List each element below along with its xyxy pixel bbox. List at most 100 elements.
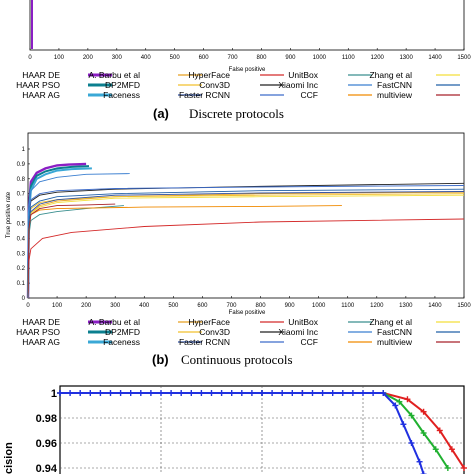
panel-b-frame	[27, 132, 465, 299]
panel-b-x-tick-label: 1100	[341, 303, 355, 309]
panel-a-x-tick-label: 100	[54, 55, 65, 61]
panel-a-caption: (a) Discrete protocols	[153, 106, 284, 121]
panel-b-y-tick-label: 0.3	[17, 251, 26, 257]
panel-a-legend-label: DP2MFD	[105, 80, 140, 90]
panel-b-legend-label: Xiaomi Inc	[278, 327, 318, 337]
panel-c-series-green	[60, 392, 449, 469]
panel-a-x-tick-label: 1400	[428, 55, 442, 61]
panel-a-legend-label: CCF	[301, 90, 318, 100]
panel-b-legend-label: Faceness	[103, 337, 140, 347]
panel-c-y-tick-label: 0.98	[36, 413, 57, 425]
panel-b-y-tick-label: 0.5	[17, 222, 26, 228]
series-line-fastcnn	[27, 188, 465, 299]
panel-a-legend-label: multiview	[377, 90, 413, 100]
panel-a-caption-text: Discrete protocols	[189, 106, 284, 121]
panel-a-x-tick-label: 600	[199, 55, 210, 61]
panel-b-legend-label: Faster RCNN	[179, 337, 230, 347]
panel-a-x-ticks: 0 100 200 300 400 500 600 700 800 900 1000 1100 1200…	[28, 48, 471, 61]
panel-b-legend-label: DP2MFD	[105, 327, 140, 337]
panel-b-xlabel: False positive	[229, 310, 266, 316]
panel-b-caption-label: (b)	[152, 352, 169, 367]
panel-b-legend-label: HAAR DE	[22, 317, 60, 327]
panel-a-legend-label: HAAR PSO	[16, 80, 60, 90]
panel-b-x-tick-label: 100	[52, 303, 63, 309]
panel-c-y-ticks: 1 0.98 0.96 0.94	[36, 388, 58, 474]
panel-b-y-tick-label: 1	[22, 147, 26, 153]
panel-a-x-tick-label: 400	[141, 55, 152, 61]
panel-b-legend-label: A. Barbu et al	[88, 317, 140, 327]
panel-a-x-tick-label: 800	[256, 55, 267, 61]
panel-b-x-tick-label: 1300	[399, 303, 413, 309]
panel-a-caption-label: (a)	[153, 106, 169, 121]
series-line-ccf	[27, 205, 342, 299]
panel-c-y-tick-label: 0.96	[36, 438, 57, 450]
panel-b-chart: 0 0.1 0.2 0.3 0.4 0.5 0.6 0.7 0.8 0.9 1 0 100 200 300…	[6, 132, 471, 316]
panel-b-caption-text: Continuous protocols	[181, 352, 293, 367]
panel-a-legend-label: Zhang et al	[369, 70, 412, 80]
panel-b-legend-label: FastCNN	[377, 327, 412, 337]
panel-b-series	[26, 162, 465, 299]
panel-b-caption: (b) Continuous protocols	[152, 352, 293, 367]
panel-b-x-tick-label: 500	[168, 303, 179, 309]
panel-a-x-tick-label: 700	[228, 55, 239, 61]
panel-b-y-tick-label: 0.9	[17, 162, 26, 168]
series-line-haar-ag	[27, 167, 92, 299]
panel-a-x-tick-label: 1500	[457, 55, 471, 61]
panel-b-y-tick-label: 0.6	[17, 207, 26, 213]
panel-b-y-tick-label: 0	[22, 296, 26, 302]
panel-b-legend-label: CCF	[301, 337, 318, 347]
panel-a-legend-label: Faster RCNN	[179, 90, 230, 100]
panel-b-x-tick-label: 1500	[457, 303, 471, 309]
panel-b-ylabel: True positive rate	[6, 191, 12, 238]
panel-b-legend-label: UnitBox	[288, 317, 319, 327]
panel-b-x-tick-label: 1200	[370, 303, 384, 309]
panel-a-legend-label: A. Barbu et al	[88, 70, 140, 80]
panel-b-legend-label: HAAR AG	[22, 337, 60, 347]
panel-b-legend-label: multiview	[377, 337, 413, 347]
panel-c-ylabel: cision	[3, 442, 15, 474]
series-line-zhang-et-al	[27, 194, 465, 299]
panel-a-x-tick-label: 1300	[399, 55, 413, 61]
panel-b-x-tick-label: 1000	[312, 303, 326, 309]
panel-a-legend-label: HAAR DE	[22, 70, 60, 80]
panel-a-legend-label: UnitBox	[288, 70, 319, 80]
panel-b-x-tick-label: 700	[226, 303, 237, 309]
panel-b-y-tick-label: 0.4	[17, 236, 26, 242]
panel-b-y-tick-label: 0.2	[17, 266, 26, 272]
panel-c-y-tick-label: 0.94	[36, 463, 58, 474]
panel-a-legend-label: Faceness	[103, 90, 140, 100]
panel-b-x-tick-label: 300	[110, 303, 121, 309]
series-line-hyperface	[27, 218, 465, 299]
panel-b-x-tick-label: 900	[285, 303, 296, 309]
panel-a-chart: 0 100 200 300 400 500 600 700 800 900 1000 1100 1200…	[28, 0, 471, 73]
panel-a-legend-label: Xiaomi Inc	[278, 80, 318, 90]
panel-a-x-tick-label: 1000	[313, 55, 327, 61]
panel-b-y-tick-label: 0.1	[17, 281, 26, 287]
panel-b-y-tick-label: 0.7	[17, 192, 26, 198]
series-line-faceness	[27, 191, 465, 299]
panel-b-x-tick-label: 0	[26, 303, 30, 309]
series-line-dp2mfd	[27, 193, 465, 299]
panel-b-y-tick-label: 0.8	[17, 177, 26, 183]
series-line-haar-de	[26, 162, 87, 299]
panel-a-xlabel: False positive	[229, 67, 266, 73]
panel-a-legend-label: Conv3D	[199, 80, 230, 90]
panel-b-x-tick-label: 200	[81, 303, 92, 309]
panel-b-legend-label: Zhang et al	[369, 317, 412, 327]
series-line-conv3d	[27, 182, 465, 299]
panel-a-x-tick-label: 1100	[342, 55, 356, 61]
panel-b-x-tick-label: 800	[256, 303, 267, 309]
panel-b-legend-label: Conv3D	[199, 327, 230, 337]
panel-a-legend-label: HyperFace	[188, 70, 230, 80]
series-line-xiaomi-inc	[27, 173, 130, 299]
panel-c-series	[57, 390, 467, 474]
panel-c-grid	[60, 386, 464, 474]
series-line-faster-rcnn	[27, 185, 465, 299]
series-line-multiview	[27, 203, 116, 299]
series-line-unitbox	[27, 205, 124, 299]
panel-a-x-tick-label: 1200	[371, 55, 385, 61]
panel-b-legend-label: HAAR PSO	[16, 327, 60, 337]
